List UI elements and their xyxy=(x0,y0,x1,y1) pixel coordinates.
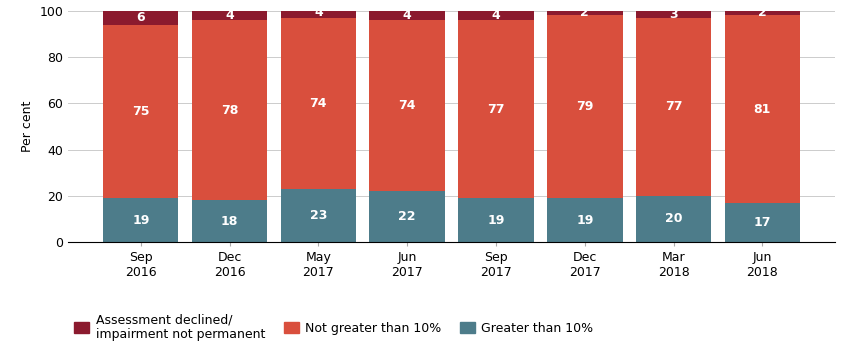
Text: 23: 23 xyxy=(309,209,327,222)
Text: 17: 17 xyxy=(754,216,771,229)
Bar xyxy=(370,191,445,242)
Bar xyxy=(280,189,356,242)
Text: 19: 19 xyxy=(132,214,149,227)
Text: 77: 77 xyxy=(487,103,504,116)
Bar xyxy=(547,11,623,15)
Bar xyxy=(370,11,445,20)
Bar xyxy=(547,198,623,242)
Text: 2: 2 xyxy=(580,6,589,20)
Bar xyxy=(103,25,179,198)
Text: 4: 4 xyxy=(225,9,234,22)
Bar xyxy=(280,9,356,18)
Text: 81: 81 xyxy=(754,103,771,116)
Text: 6: 6 xyxy=(136,11,145,24)
Text: 3: 3 xyxy=(670,7,678,21)
Text: 2: 2 xyxy=(758,6,767,20)
Bar xyxy=(724,203,800,242)
Text: 74: 74 xyxy=(309,97,327,110)
Bar xyxy=(636,196,711,242)
Bar xyxy=(192,20,268,200)
Text: 18: 18 xyxy=(221,215,239,228)
Bar xyxy=(724,11,800,15)
Y-axis label: Per cent: Per cent xyxy=(20,101,34,152)
Bar xyxy=(192,200,268,242)
Legend: Assessment declined/
impairment not permanent, Not greater than 10%, Greater tha: Assessment declined/ impairment not perm… xyxy=(74,313,593,341)
Bar xyxy=(636,11,711,18)
Bar xyxy=(458,198,533,242)
Bar xyxy=(724,15,800,203)
Text: 22: 22 xyxy=(399,210,416,223)
Text: 19: 19 xyxy=(576,214,594,227)
Text: 4: 4 xyxy=(403,9,412,22)
Bar xyxy=(192,11,268,20)
Bar xyxy=(370,20,445,191)
Bar xyxy=(458,20,533,198)
Bar xyxy=(458,11,533,20)
Text: 20: 20 xyxy=(665,213,682,225)
Bar xyxy=(103,11,179,25)
Text: 74: 74 xyxy=(399,99,416,112)
Bar xyxy=(280,18,356,189)
Text: 75: 75 xyxy=(132,105,149,118)
Text: 4: 4 xyxy=(492,9,500,22)
Text: 79: 79 xyxy=(576,100,594,113)
Text: 4: 4 xyxy=(314,6,323,20)
Text: 78: 78 xyxy=(221,104,239,117)
Bar xyxy=(103,198,179,242)
Bar xyxy=(636,18,711,196)
Text: 19: 19 xyxy=(487,214,504,227)
Bar xyxy=(547,15,623,198)
Text: 77: 77 xyxy=(665,100,682,113)
